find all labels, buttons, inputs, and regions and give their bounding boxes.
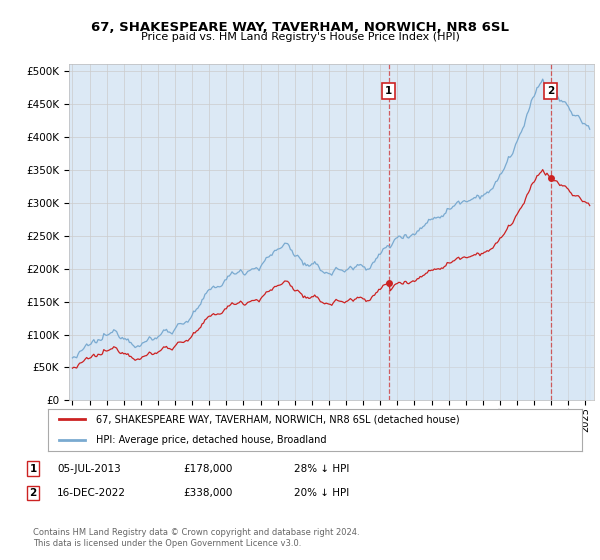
Text: £338,000: £338,000 bbox=[183, 488, 232, 498]
Text: 67, SHAKESPEARE WAY, TAVERHAM, NORWICH, NR8 6SL: 67, SHAKESPEARE WAY, TAVERHAM, NORWICH, … bbox=[91, 21, 509, 34]
Text: 2: 2 bbox=[29, 488, 37, 498]
Text: Price paid vs. HM Land Registry's House Price Index (HPI): Price paid vs. HM Land Registry's House … bbox=[140, 32, 460, 43]
Text: Contains HM Land Registry data © Crown copyright and database right 2024.
This d: Contains HM Land Registry data © Crown c… bbox=[33, 528, 359, 548]
Text: 28% ↓ HPI: 28% ↓ HPI bbox=[294, 464, 349, 474]
Text: £178,000: £178,000 bbox=[183, 464, 232, 474]
Text: 1: 1 bbox=[385, 86, 392, 96]
Text: 67, SHAKESPEARE WAY, TAVERHAM, NORWICH, NR8 6SL (detached house): 67, SHAKESPEARE WAY, TAVERHAM, NORWICH, … bbox=[96, 414, 460, 424]
Text: 16-DEC-2022: 16-DEC-2022 bbox=[57, 488, 126, 498]
Text: 05-JUL-2013: 05-JUL-2013 bbox=[57, 464, 121, 474]
Text: 1: 1 bbox=[29, 464, 37, 474]
Text: 2: 2 bbox=[547, 86, 554, 96]
Text: HPI: Average price, detached house, Broadland: HPI: Average price, detached house, Broa… bbox=[96, 435, 326, 445]
Text: 20% ↓ HPI: 20% ↓ HPI bbox=[294, 488, 349, 498]
